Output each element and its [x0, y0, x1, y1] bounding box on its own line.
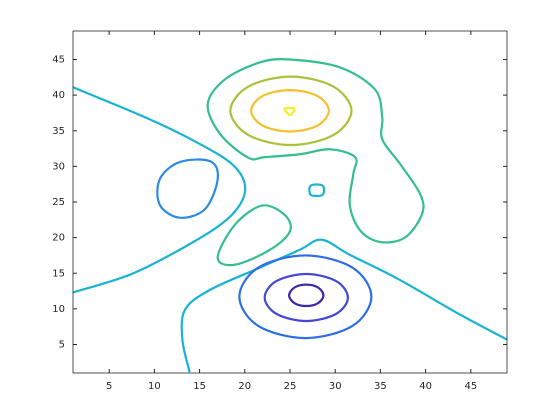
x-tick-label: 25 — [284, 381, 297, 392]
y-tick-label: 45 — [52, 55, 65, 66]
y-tick-label: 5 — [59, 340, 65, 351]
contour-line — [238, 254, 373, 340]
contour-line — [250, 89, 330, 133]
contour-line — [229, 75, 353, 147]
x-tick-label: 15 — [193, 381, 206, 392]
y-tick-label: 35 — [52, 126, 65, 137]
contour-line — [283, 106, 296, 117]
contour-line — [180, 238, 508, 373]
y-tick-label: 15 — [52, 268, 65, 279]
y-tick-label: 40 — [52, 90, 65, 101]
contour-line — [72, 86, 247, 294]
axes-box — [72, 30, 508, 374]
x-tick-label: 20 — [238, 381, 251, 392]
plot-area — [73, 31, 507, 373]
contour-line — [308, 183, 326, 198]
contour-line — [287, 283, 325, 308]
x-tick-label: 35 — [374, 381, 387, 392]
contour-line — [263, 272, 349, 323]
y-tick-label: 25 — [52, 197, 65, 208]
x-tick-label: 10 — [148, 381, 161, 392]
contour-line — [206, 58, 425, 244]
y-tick-label: 20 — [52, 233, 65, 244]
y-tick-label: 30 — [52, 161, 65, 172]
x-tick-label: 5 — [106, 381, 112, 392]
x-tick-label: 30 — [329, 381, 342, 392]
y-tick-label: 10 — [52, 304, 65, 315]
x-tick-label: 45 — [464, 381, 477, 392]
contour-line — [216, 204, 292, 267]
contour-line — [156, 158, 219, 219]
x-tick-label: 40 — [419, 381, 432, 392]
